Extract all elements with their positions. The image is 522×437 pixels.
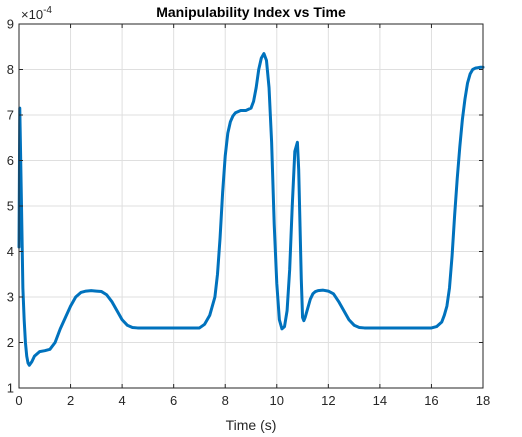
y-tick-label: 6 [7,153,14,168]
x-tick-label: 8 [222,393,229,408]
y-tick-label: 9 [7,17,14,32]
y-tick-label: 2 [7,335,14,350]
y-tick-label: 5 [7,199,14,214]
x-tick-label: 14 [373,393,387,408]
x-tick-label: 0 [15,393,22,408]
y-exponent-power: -4 [43,5,52,16]
x-tick-label: 16 [424,393,438,408]
y-tick-label: 3 [7,290,14,305]
x-tick-label: 4 [118,393,125,408]
x-tick-label: 10 [270,393,284,408]
y-exponent-label: ×10-4 [21,5,52,22]
y-exponent-base: ×10 [21,7,43,22]
y-tick-label: 1 [7,381,14,396]
y-tick-label: 4 [7,244,14,259]
x-tick-labels: 0 2 4 6 8 10 12 14 16 18 [15,393,490,408]
x-axis-label: Time (s) [226,417,277,433]
tick-marks [18,23,484,389]
x-tick-label: 6 [170,393,177,408]
chart-title: Manipulability Index vs Time [156,4,346,20]
x-tick-label: 2 [67,393,74,408]
y-tick-label: 7 [7,108,14,123]
series-line [17,52,485,367]
y-tick-label: 8 [7,62,14,77]
y-tick-labels: 1 2 3 4 5 6 7 8 9 [7,17,14,396]
series-layer [17,52,485,367]
x-tick-label: 18 [476,393,490,408]
x-tick-label: 12 [321,393,335,408]
